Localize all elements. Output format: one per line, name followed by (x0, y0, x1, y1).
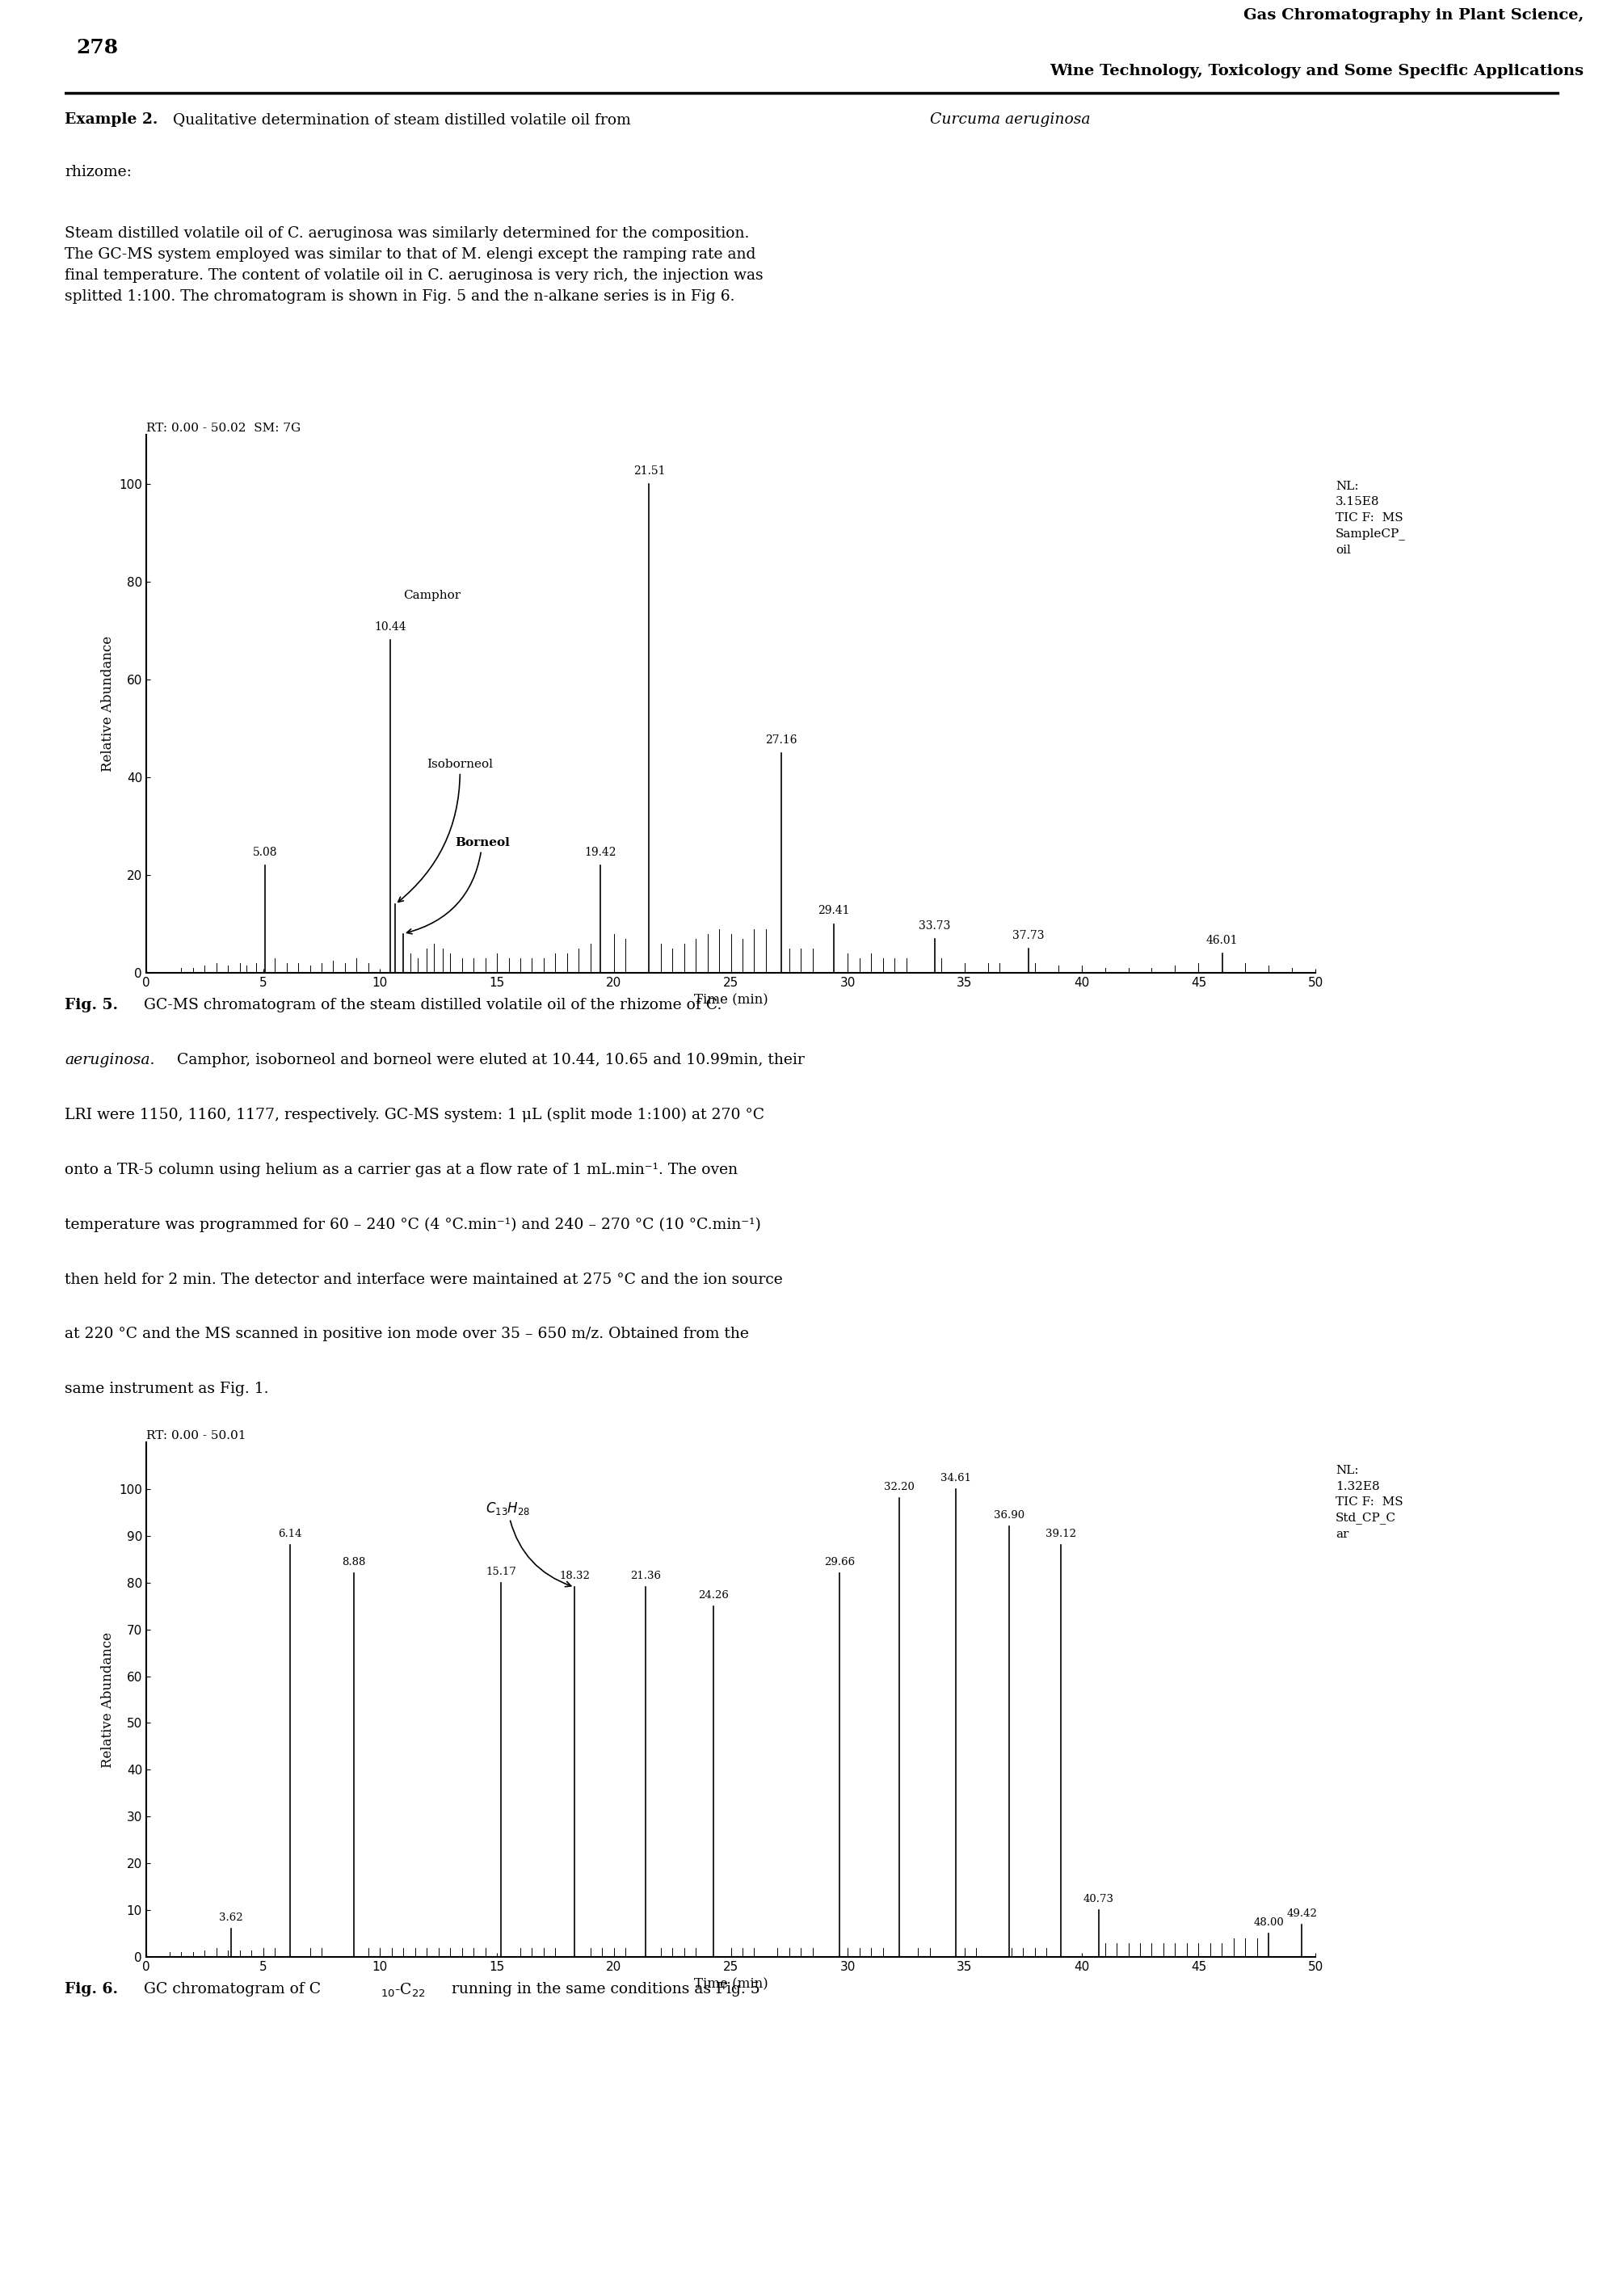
Text: same instrument as Fig. 1.: same instrument as Fig. 1. (65, 1383, 270, 1396)
Text: Example 2.: Example 2. (65, 112, 158, 126)
Text: 33.73: 33.73 (919, 920, 952, 932)
Text: Qualitative determination of steam distilled volatile oil from: Qualitative determination of steam disti… (172, 112, 635, 126)
Text: 8.88: 8.88 (343, 1557, 365, 1568)
Text: then held for 2 min. The detector and interface were maintained at 275 °C and th: then held for 2 min. The detector and in… (65, 1273, 783, 1286)
Text: 24.26: 24.26 (698, 1591, 729, 1600)
Text: RT: 0.00 - 50.01: RT: 0.00 - 50.01 (146, 1431, 245, 1442)
Text: Camphor: Camphor (403, 591, 461, 602)
X-axis label: Time (min): Time (min) (693, 993, 768, 1007)
Text: 29.66: 29.66 (825, 1557, 856, 1568)
Text: onto a TR-5 column using helium as a carrier gas at a flow rate of 1 mL.min⁻¹. T: onto a TR-5 column using helium as a car… (65, 1163, 737, 1177)
Text: Gas Chromatography in Plant Science,: Gas Chromatography in Plant Science, (1242, 9, 1583, 23)
Text: 10.44: 10.44 (374, 623, 406, 634)
Text: 18.32: 18.32 (559, 1570, 590, 1582)
Text: $C_{13}H_{28}$: $C_{13}H_{28}$ (486, 1499, 572, 1586)
Text: temperature was programmed for 60 – 240 °C (4 °C.min⁻¹) and 240 – 270 °C (10 °C.: temperature was programmed for 60 – 240 … (65, 1218, 762, 1231)
Text: LRI were 1150, 1160, 1177, respectively. GC-MS system: 1 μL (split mode 1:100) a: LRI were 1150, 1160, 1177, respectively.… (65, 1108, 765, 1122)
Text: 278: 278 (76, 39, 119, 57)
Text: 21.51: 21.51 (633, 465, 666, 476)
Text: 46.01: 46.01 (1207, 934, 1237, 945)
Text: 15.17: 15.17 (486, 1566, 516, 1577)
Text: Curcuma aeruginosa: Curcuma aeruginosa (931, 112, 1090, 126)
Text: 19.42: 19.42 (585, 847, 615, 858)
Text: 5.08: 5.08 (253, 847, 278, 858)
X-axis label: Time (min): Time (min) (693, 1978, 768, 1991)
Text: Steam distilled volatile oil of C. aeruginosa was similarly determined for the c: Steam distilled volatile oil of C. aerug… (65, 227, 763, 304)
Y-axis label: Relative Abundance: Relative Abundance (101, 1632, 114, 1767)
Text: 34.61: 34.61 (940, 1472, 971, 1483)
Text: aeruginosa.: aeruginosa. (65, 1053, 154, 1067)
Text: 49.42: 49.42 (1286, 1909, 1317, 1918)
Text: 27.16: 27.16 (765, 735, 797, 746)
Text: 6.14: 6.14 (278, 1529, 302, 1540)
Y-axis label: Relative Abundance: Relative Abundance (101, 636, 114, 771)
Text: 29.41: 29.41 (818, 904, 849, 916)
Text: Camphor, isoborneol and borneol were eluted at 10.44, 10.65 and 10.99min, their: Camphor, isoborneol and borneol were elu… (177, 1053, 804, 1067)
Text: 37.73: 37.73 (1012, 929, 1044, 941)
Text: 32.20: 32.20 (883, 1483, 914, 1492)
Text: 36.90: 36.90 (994, 1511, 1025, 1520)
Text: NL:
1.32E8
TIC F:  MS
Std_CP_C
ar: NL: 1.32E8 TIC F: MS Std_CP_C ar (1335, 1465, 1403, 1540)
Text: rhizome:: rhizome: (65, 165, 132, 179)
Text: GC chromatogram of C: GC chromatogram of C (145, 1982, 322, 1996)
Text: 48.00: 48.00 (1254, 1918, 1285, 1927)
Text: 39.12: 39.12 (1046, 1529, 1077, 1540)
Text: at 220 °C and the MS scanned in positive ion mode over 35 – 650 m/z. Obtained fr: at 220 °C and the MS scanned in positive… (65, 1328, 749, 1341)
Text: Borneol: Borneol (406, 838, 510, 934)
Text: NL:
3.15E8
TIC F:  MS
SampleCP_
oil: NL: 3.15E8 TIC F: MS SampleCP_ oil (1335, 481, 1406, 556)
Text: GC-MS chromatogram of the steam distilled volatile oil of the rhizome of C.: GC-MS chromatogram of the steam distille… (145, 998, 723, 1012)
Text: $_{10}$-C$_{22}$: $_{10}$-C$_{22}$ (380, 1982, 425, 1998)
Text: Isoborneol: Isoborneol (398, 758, 494, 902)
Text: RT: 0.00 - 50.02  SM: 7G: RT: 0.00 - 50.02 SM: 7G (146, 423, 300, 435)
Text: 21.36: 21.36 (630, 1570, 661, 1582)
Text: Wine Technology, Toxicology and Some Specific Applications: Wine Technology, Toxicology and Some Spe… (1049, 64, 1583, 78)
Text: Fig. 6.: Fig. 6. (65, 1982, 119, 1996)
Text: running in the same conditions as Fig. 5: running in the same conditions as Fig. 5 (451, 1982, 760, 1996)
Text: 3.62: 3.62 (219, 1914, 242, 1923)
Text: Fig. 5.: Fig. 5. (65, 998, 119, 1012)
Text: 40.73: 40.73 (1083, 1895, 1114, 1904)
